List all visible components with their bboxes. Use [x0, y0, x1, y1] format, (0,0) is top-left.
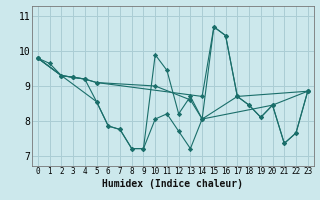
- X-axis label: Humidex (Indice chaleur): Humidex (Indice chaleur): [102, 179, 243, 189]
